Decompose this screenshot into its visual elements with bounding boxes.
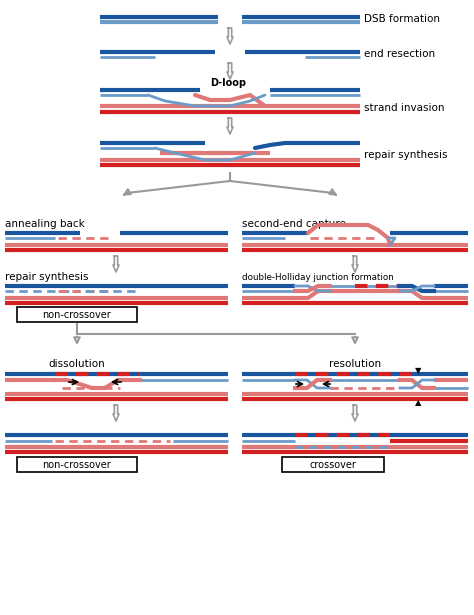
Text: repair synthesis: repair synthesis xyxy=(364,150,447,160)
Text: end resection: end resection xyxy=(364,49,435,59)
Polygon shape xyxy=(113,256,119,272)
Polygon shape xyxy=(227,63,233,79)
Text: crossover: crossover xyxy=(310,460,356,470)
Text: resolution: resolution xyxy=(329,359,381,369)
Text: ▼: ▼ xyxy=(415,367,421,376)
Polygon shape xyxy=(227,28,233,44)
Text: double-Holliday junction formation: double-Holliday junction formation xyxy=(242,272,394,282)
Text: ▲: ▲ xyxy=(415,399,421,408)
Text: dissolution: dissolution xyxy=(49,359,105,369)
Text: D-loop: D-loop xyxy=(210,78,246,88)
Text: annealing back: annealing back xyxy=(5,219,85,229)
Text: second-end capture: second-end capture xyxy=(242,219,346,229)
Text: non-crossover: non-crossover xyxy=(43,460,111,470)
FancyBboxPatch shape xyxy=(17,457,137,472)
Polygon shape xyxy=(352,256,358,272)
Polygon shape xyxy=(227,118,233,134)
FancyBboxPatch shape xyxy=(17,307,137,322)
Text: DSB formation: DSB formation xyxy=(364,14,440,24)
Polygon shape xyxy=(113,405,119,421)
Text: repair synthesis: repair synthesis xyxy=(5,272,89,282)
FancyBboxPatch shape xyxy=(282,457,384,472)
Text: strand invasion: strand invasion xyxy=(364,103,445,113)
Text: non-crossover: non-crossover xyxy=(43,310,111,320)
Polygon shape xyxy=(352,405,358,421)
